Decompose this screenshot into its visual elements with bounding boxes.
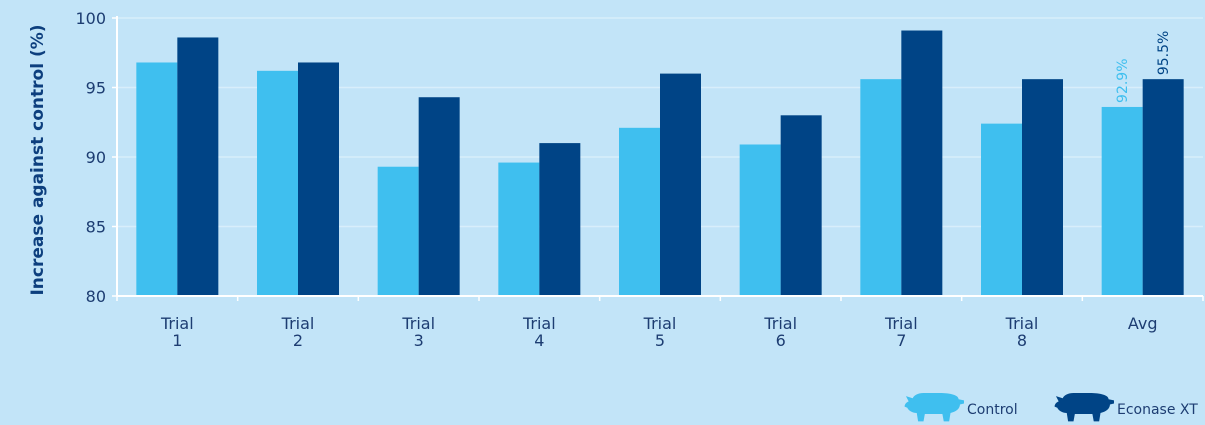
x-tick-label-line: Trial: [884, 314, 918, 333]
x-tick-label-line: 4: [534, 331, 544, 350]
x-tick-label: Avg: [1128, 314, 1158, 333]
bar-control: [739, 144, 781, 296]
bar-control: [377, 166, 419, 296]
x-tick-label-line: 7: [896, 331, 906, 350]
bar-econase-xt: [298, 62, 339, 297]
bars: [136, 30, 1184, 297]
x-tick-label-line: Trial: [281, 314, 315, 333]
y-tick-label: 100: [75, 9, 106, 28]
x-tick-label: Trial 6: [763, 314, 797, 350]
bar-econase-xt: [660, 73, 701, 296]
bar-control: [1101, 106, 1143, 297]
y-axis-label: Increase against control (%): [28, 24, 48, 295]
x-tick-label: Trial 5: [643, 314, 677, 350]
bar-control: [981, 123, 1022, 296]
data-labels: 92.9% 95.5%: [1115, 31, 1172, 103]
legend: Control Econase XT: [904, 393, 1198, 422]
bar-control: [498, 162, 540, 296]
pig-icon: [904, 393, 964, 422]
bar-econase-xt: [418, 97, 460, 296]
bar-econase-xt: [780, 115, 822, 296]
x-tick-label-line: 1: [172, 331, 182, 350]
y-tick-label: 95: [86, 79, 106, 98]
bar-econase-xt: [177, 37, 219, 297]
x-tick-label: Trial 8: [1005, 314, 1039, 350]
bar-control: [257, 70, 298, 296]
bar-control: [136, 62, 178, 297]
x-tick-label-line: 6: [776, 331, 786, 350]
data-label: 95.5%: [1156, 31, 1172, 75]
x-tick-label-line: 2: [293, 331, 303, 350]
x-tick-label: Trial 4: [522, 314, 556, 350]
y-tick-label: 90: [86, 148, 106, 167]
legend-label: Econase XT: [1117, 402, 1198, 418]
legend-label: Control: [967, 402, 1018, 418]
legend-item: Control: [904, 393, 1018, 422]
x-tick-label-line: 5: [655, 331, 665, 350]
bar-control: [619, 127, 660, 296]
x-tick-label: Trial 3: [401, 314, 435, 350]
bar-control: [860, 79, 902, 296]
x-tick-label-line: Trial: [763, 314, 797, 333]
x-tick-label-line: Trial: [1005, 314, 1039, 333]
x-tick-label-line: 3: [414, 331, 424, 350]
x-tick-label: Trial 1: [160, 314, 194, 350]
x-tick-label: Trial 2: [281, 314, 315, 350]
x-tick-label: Trial 7: [884, 314, 918, 350]
y-tick-label: 80: [86, 287, 106, 306]
bar-econase-xt: [1022, 79, 1063, 296]
x-tick-label-line: Trial: [643, 314, 677, 333]
bar-econase-xt: [901, 30, 943, 296]
legend-item: Econase XT: [1054, 393, 1198, 422]
x-tick-label-line: Avg: [1128, 314, 1158, 333]
bar-econase-xt: [539, 143, 581, 296]
x-tick-label-line: Trial: [522, 314, 556, 333]
y-tick-label: 85: [86, 218, 106, 237]
x-tick-label-line: 8: [1017, 331, 1027, 350]
axes: [116, 16, 1204, 301]
data-label: 92.9%: [1115, 58, 1131, 102]
pig-icon: [1054, 393, 1114, 422]
x-tick-label-line: Trial: [401, 314, 435, 333]
x-tick-label-line: Trial: [160, 314, 194, 333]
y-tick-labels: 80 85 90 95 100: [75, 9, 106, 306]
bar-econase-xt: [1142, 79, 1184, 296]
